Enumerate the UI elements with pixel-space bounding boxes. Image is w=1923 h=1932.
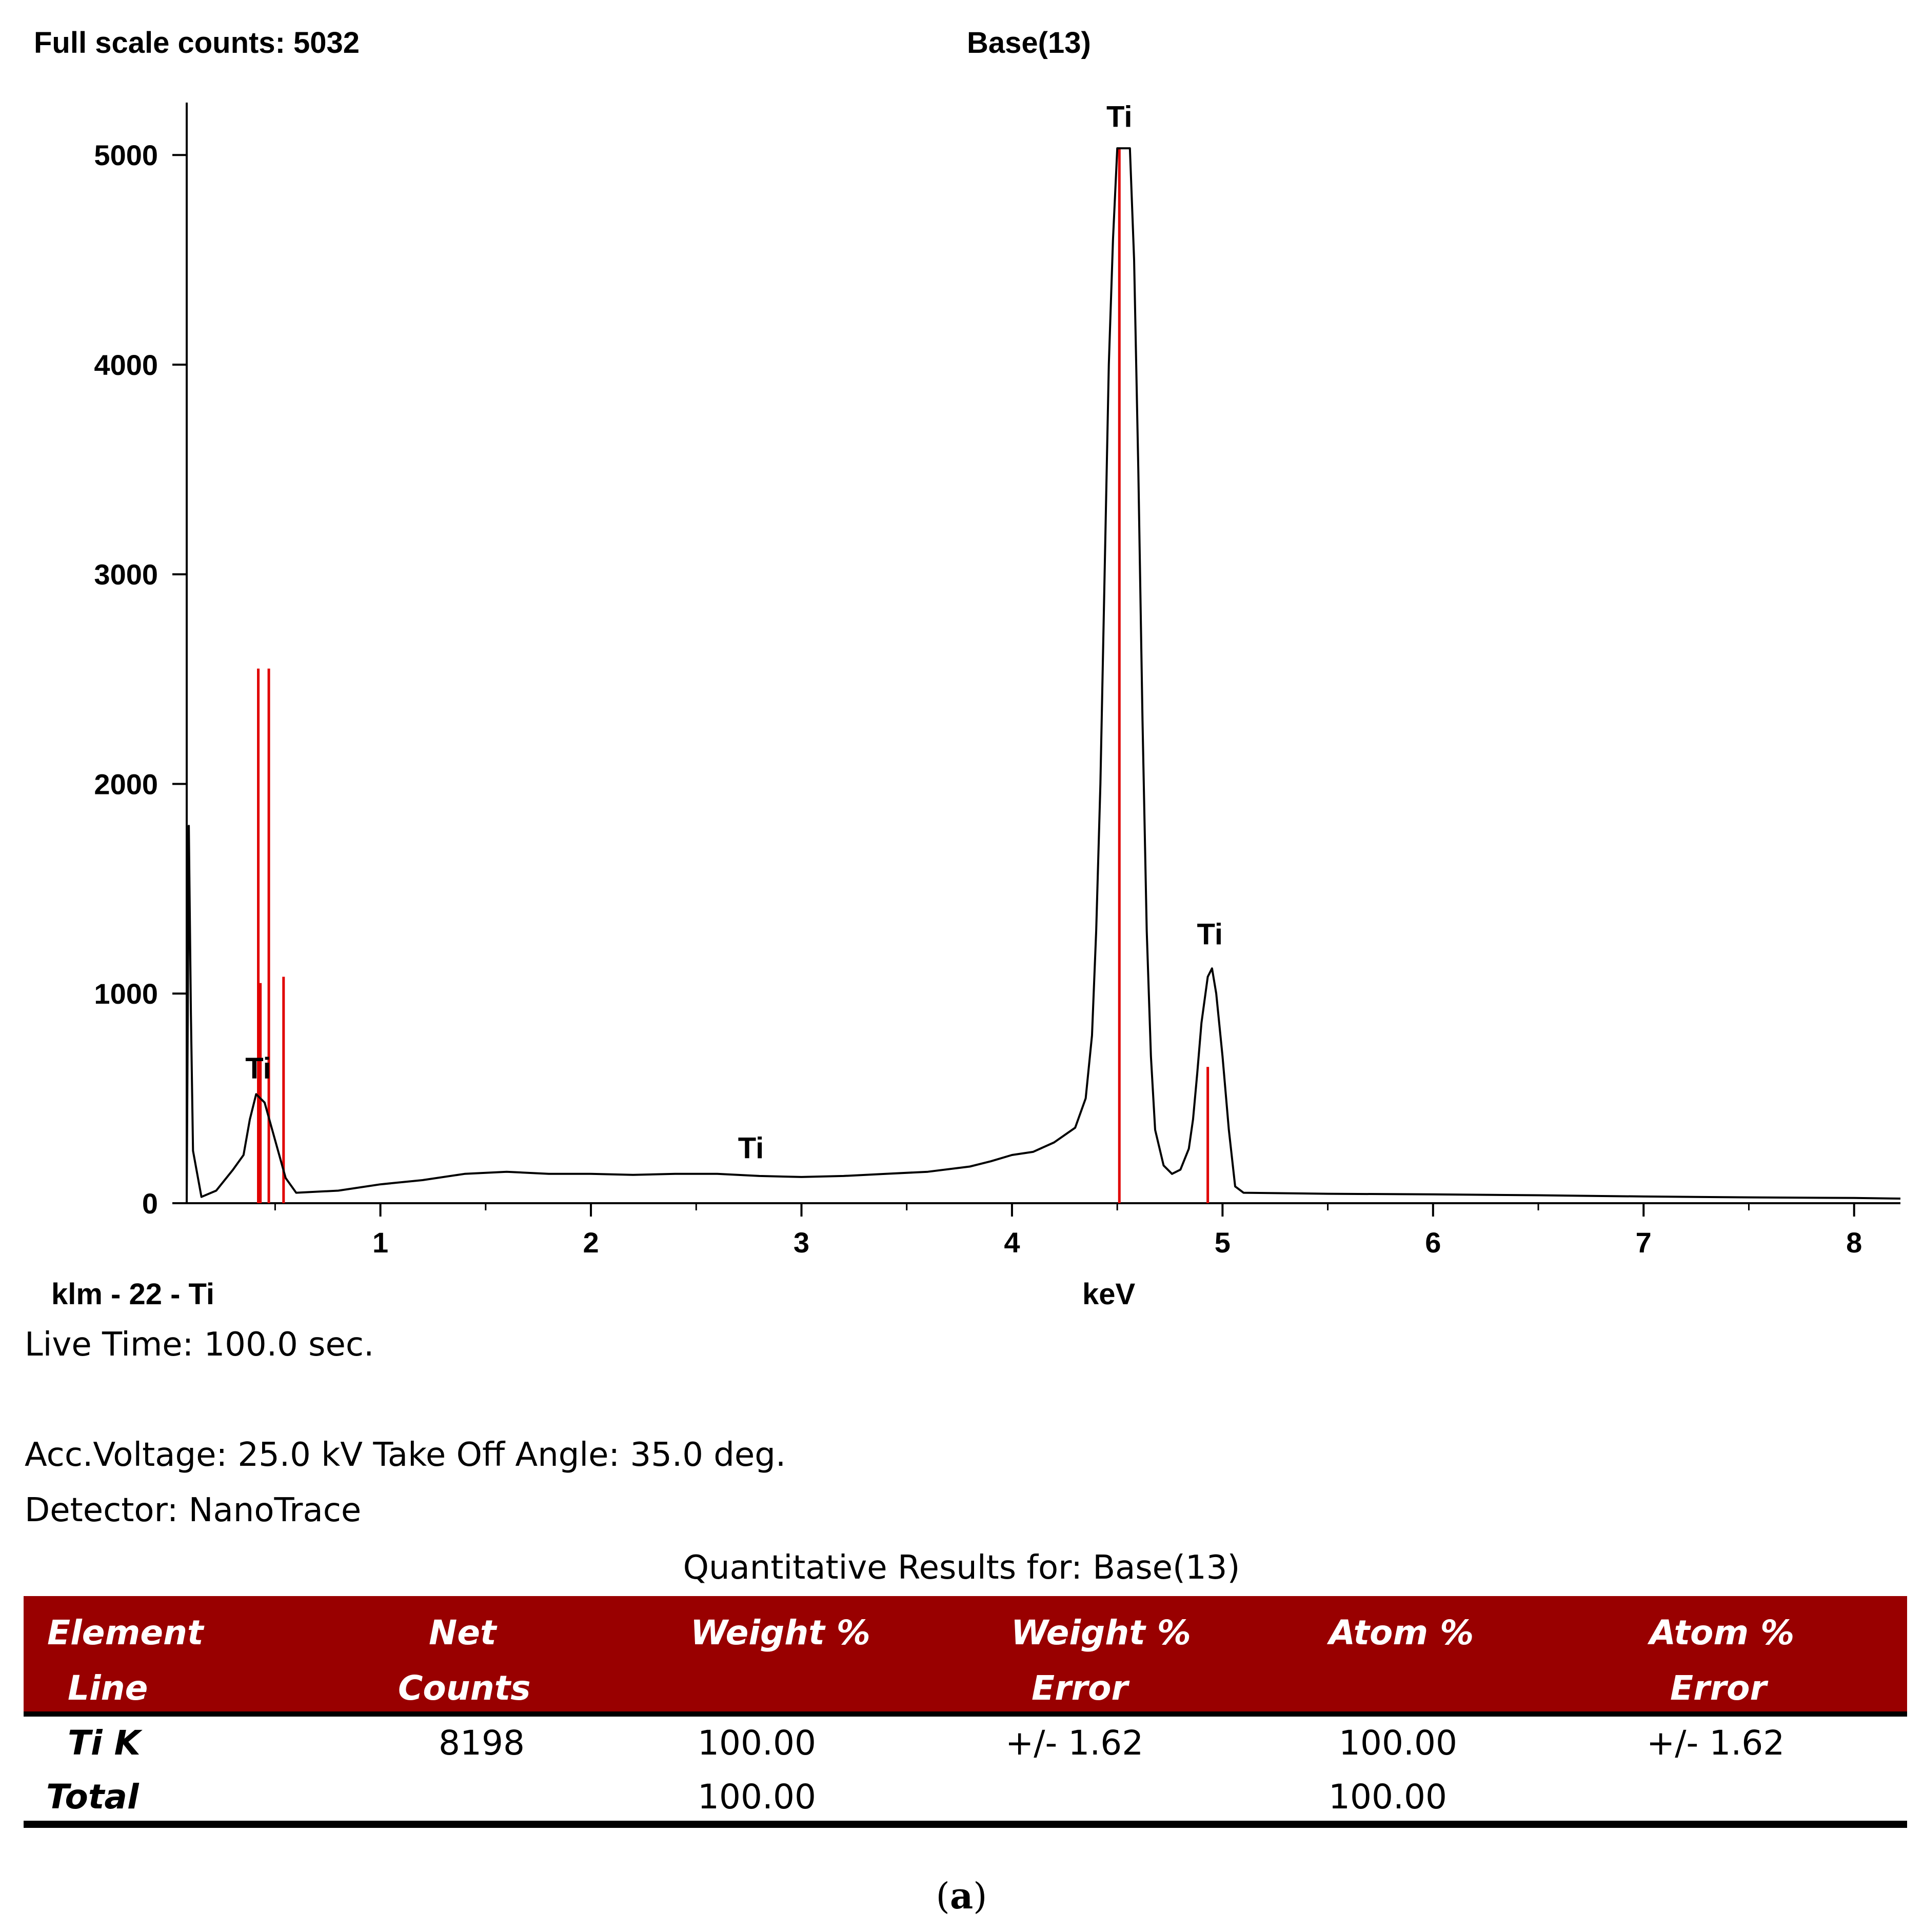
table-rule-top	[24, 1711, 1907, 1717]
x-axis-label: keV	[1082, 1278, 1136, 1311]
table-title: Quantitative Results for: Base(13)	[683, 1549, 1240, 1587]
chart-axes: 0 1000 2000 3000 4000 5000 1 2 3 4 5 6 7 8	[94, 103, 1900, 1259]
header-element-line: Element Line	[47, 1613, 204, 1708]
y-tick-label: 4000	[94, 349, 158, 381]
cell-total-weight: 100.00	[698, 1777, 816, 1817]
header-weight: Weight %	[690, 1613, 870, 1652]
acc-voltage: Acc.Voltage: 25.0 kV Take Off Angle: 35.…	[25, 1436, 786, 1474]
x-tick-label: 7	[1636, 1226, 1652, 1259]
x-tick-label: 4	[1004, 1226, 1020, 1259]
chart-title: Base(13)	[967, 26, 1091, 59]
table-rule-bottom	[24, 1821, 1907, 1828]
cell-atom-error: +/- 1.62	[1647, 1723, 1785, 1763]
y-tick-label: 2000	[94, 768, 158, 800]
x-tick-label: 5	[1215, 1226, 1231, 1259]
y-tick-label: 0	[142, 1187, 158, 1220]
cell-net-counts: 8198	[439, 1723, 525, 1763]
live-time: Live Time: 100.0 sec.	[25, 1326, 374, 1364]
cell-weight-error: +/- 1.62	[1005, 1723, 1144, 1763]
peak-labels: Ti Ti Ti Ti	[245, 100, 1223, 1165]
table-header: Element Line Net Counts Weight % Weight % E…	[24, 1596, 1907, 1711]
element-marker-lines	[257, 148, 1210, 1203]
figure-caption: (a)	[936, 1875, 987, 1917]
peak-label: Ti	[738, 1131, 764, 1165]
cell-total-atom: 100.00	[1329, 1777, 1447, 1817]
x-tick-label: 2	[583, 1226, 599, 1259]
cell-atom: 100.00	[1339, 1723, 1457, 1763]
cell-weight: 100.00	[698, 1723, 816, 1763]
full-scale-label: Full scale counts: 5032	[34, 26, 360, 59]
header-net-counts: Net Counts	[398, 1613, 531, 1708]
cell-element: Ti K	[68, 1723, 141, 1763]
sample-label: klm - 22 - Ti	[51, 1278, 215, 1311]
peak-label: Ti	[245, 1052, 271, 1085]
spectrum-chart: 0 1000 2000 3000 4000 5000 1 2 3 4 5 6 7 8 Ti Ti Ti Ti	[94, 100, 1901, 1259]
x-tick-label: 1	[372, 1226, 388, 1259]
header-atom: Atom %	[1329, 1613, 1474, 1652]
spectrum-line	[186, 147, 1901, 1204]
detector: Detector: NanoTrace	[25, 1491, 362, 1529]
y-tick-label: 3000	[94, 559, 158, 591]
peak-label: Ti	[1197, 918, 1223, 951]
x-tick-label: 6	[1425, 1226, 1441, 1259]
peak-label: Ti	[1106, 100, 1133, 133]
header-weight-error: Weight % Error	[1011, 1613, 1191, 1708]
header-atom-error: Atom % Error	[1650, 1613, 1795, 1708]
x-tick-label: 3	[794, 1226, 809, 1259]
x-tick-label: 8	[1846, 1226, 1862, 1259]
spectrum-series	[186, 147, 1901, 1204]
cell-total-label: Total	[46, 1777, 139, 1817]
y-tick-label: 5000	[94, 139, 158, 171]
y-tick-label: 1000	[94, 978, 158, 1010]
